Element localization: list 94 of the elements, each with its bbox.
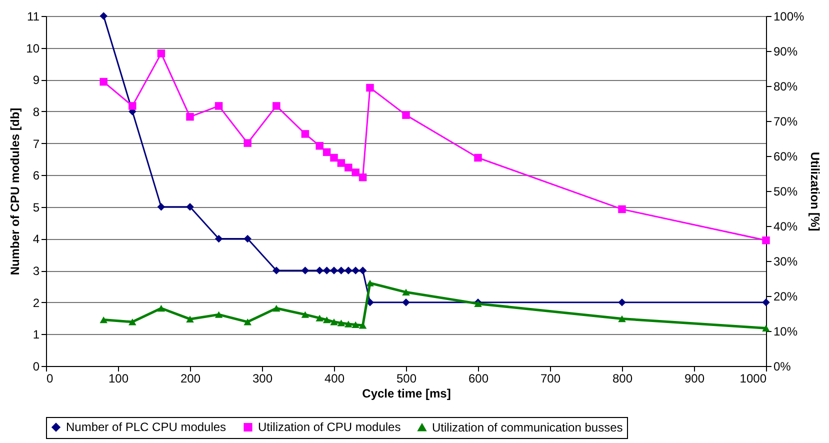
x-tick-label: 300 bbox=[252, 372, 273, 386]
point bbox=[100, 78, 108, 86]
y2-tick-label: 70% bbox=[774, 114, 798, 128]
point bbox=[344, 266, 352, 274]
x-axis-title: Cycle time [ms] bbox=[362, 386, 451, 400]
y-tick-label: 5 bbox=[32, 200, 40, 214]
y2-tick-label: 80% bbox=[774, 80, 798, 94]
point bbox=[214, 311, 223, 318]
point bbox=[762, 298, 770, 306]
y-tick-label: 11 bbox=[27, 10, 40, 24]
legend-label: Number of PLC CPU modules bbox=[66, 420, 226, 434]
point bbox=[344, 164, 352, 172]
y-tick-label: 10 bbox=[26, 41, 40, 56]
point bbox=[186, 316, 194, 322]
point bbox=[322, 148, 331, 156]
point bbox=[474, 154, 482, 162]
y-tick-label: 0 bbox=[32, 360, 40, 374]
point bbox=[244, 139, 252, 147]
y-tick-label: 9 bbox=[32, 73, 40, 88]
y-tick-label: 7 bbox=[32, 136, 40, 151]
point bbox=[366, 280, 374, 286]
point bbox=[214, 234, 223, 243]
point bbox=[352, 266, 360, 274]
x-tick-label: 400 bbox=[324, 372, 345, 386]
point bbox=[322, 316, 331, 324]
y2-tick-label: 60% bbox=[774, 150, 798, 164]
point bbox=[100, 12, 108, 20]
point bbox=[301, 130, 310, 138]
x-tick-label: 900 bbox=[684, 372, 705, 386]
point bbox=[186, 203, 194, 211]
point bbox=[186, 112, 194, 121]
point bbox=[157, 203, 166, 211]
x-tick-label: 600 bbox=[468, 372, 489, 386]
point bbox=[214, 102, 223, 110]
point bbox=[402, 298, 410, 306]
point bbox=[157, 304, 166, 312]
point bbox=[352, 321, 360, 328]
y2-tick-label: 30% bbox=[774, 254, 798, 268]
y-tick-label: 1 bbox=[32, 328, 40, 342]
point bbox=[337, 159, 346, 167]
x-tick-label: 1000 bbox=[740, 372, 767, 386]
point bbox=[358, 173, 367, 182]
y-axis-title: Number of CPU modules [db] bbox=[8, 108, 22, 276]
point bbox=[366, 84, 374, 92]
point bbox=[244, 318, 252, 326]
point bbox=[337, 320, 346, 326]
y2-tick-label: 50% bbox=[774, 184, 798, 198]
legend-label: Utilization of CPU modules bbox=[258, 420, 401, 434]
point bbox=[272, 266, 280, 274]
point bbox=[352, 168, 360, 176]
point bbox=[618, 205, 626, 214]
x-tick-label: 800 bbox=[612, 372, 633, 386]
x-tick-label: 100 bbox=[108, 372, 129, 386]
point bbox=[330, 318, 338, 326]
point bbox=[316, 266, 324, 274]
x-tick-label: 0 bbox=[46, 372, 54, 386]
point bbox=[402, 288, 410, 296]
point bbox=[100, 316, 108, 324]
point bbox=[316, 142, 324, 150]
point bbox=[301, 266, 310, 274]
point bbox=[322, 266, 331, 274]
point bbox=[301, 311, 310, 318]
point bbox=[272, 102, 280, 110]
point bbox=[330, 266, 338, 274]
y2-tick-label: 100% bbox=[774, 10, 805, 24]
y2-tick-label: 20% bbox=[774, 290, 798, 304]
y2-axis-title: Utilization [%] bbox=[808, 152, 822, 232]
point bbox=[358, 266, 367, 274]
x-tick-label: 700 bbox=[540, 372, 561, 386]
point bbox=[337, 266, 346, 274]
point bbox=[316, 314, 324, 322]
y2-tick-label: 0% bbox=[774, 360, 792, 374]
legend-label: Utilization of communication busses bbox=[432, 420, 623, 434]
y-tick-label: 6 bbox=[32, 168, 40, 183]
point bbox=[618, 315, 626, 322]
y2-tick-label: 90% bbox=[774, 44, 798, 58]
y-tick-label: 2 bbox=[32, 296, 40, 310]
y-tick-label: 3 bbox=[32, 264, 40, 278]
point bbox=[157, 50, 166, 58]
point bbox=[344, 320, 352, 328]
point bbox=[762, 236, 770, 244]
y2-tick-label: 40% bbox=[774, 220, 798, 234]
y-tick-label: 4 bbox=[32, 232, 40, 246]
point bbox=[128, 318, 136, 326]
x-tick-label: 500 bbox=[396, 372, 417, 386]
point bbox=[402, 111, 410, 119]
point bbox=[330, 154, 338, 162]
point bbox=[128, 102, 136, 110]
point bbox=[618, 298, 626, 306]
y-tick-label: 8 bbox=[32, 104, 40, 119]
point bbox=[272, 304, 280, 312]
point bbox=[244, 234, 252, 243]
y2-tick-label: 10% bbox=[774, 324, 798, 338]
x-tick-label: 200 bbox=[180, 372, 201, 386]
